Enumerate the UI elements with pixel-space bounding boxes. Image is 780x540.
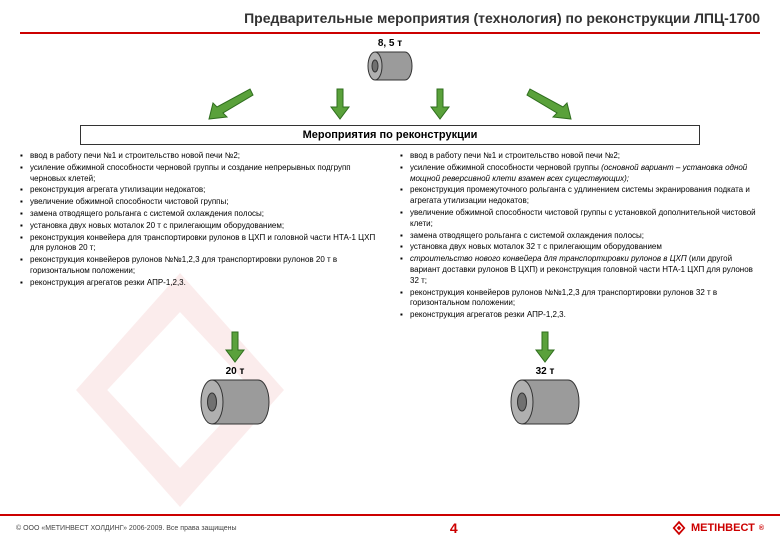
diamond-icon <box>671 520 687 536</box>
bottom-right-label: 32 т <box>536 366 555 377</box>
footer: © ООО «МЕТИНВЕСТ ХОЛДИНГ» 2006-2009. Все… <box>0 514 780 540</box>
columns: ▪ввод в работу печи №1 и строительство н… <box>20 151 760 322</box>
header-divider <box>20 32 760 34</box>
list-item: ▪реконструкция агрегатов резки АПР-1,2,3… <box>400 310 760 321</box>
top-weight-label: 8, 5 т <box>20 38 760 49</box>
page-title: Предварительные мероприятия (технология)… <box>0 0 780 30</box>
right-column: ▪ввод в работу печи №1 и строительство н… <box>400 151 760 322</box>
list-item: ▪ввод в работу печи №1 и строительство н… <box>400 151 760 162</box>
list-item: ▪увеличение обжимной способности чистово… <box>400 208 760 230</box>
list-item: ▪увеличение обжимной способности чистово… <box>20 197 380 208</box>
cylinder-right <box>510 379 580 425</box>
list-item: ▪ввод в работу печи №1 и строительство н… <box>20 151 380 162</box>
footer-logo: МЕТІНВЕСТ ® <box>671 520 764 536</box>
footer-logo-text: МЕТІНВЕСТ <box>691 522 755 534</box>
list-item: ▪реконструкция конвейеров рулонов №№1,2,… <box>20 255 380 277</box>
list-item: ▪установка двух новых моталок 20 т с при… <box>20 221 380 232</box>
bottom-left-label: 20 т <box>226 366 245 377</box>
list-item: ▪реконструкция агрегата утилизации недок… <box>20 185 380 196</box>
top-arrows <box>20 87 760 121</box>
left-column: ▪ввод в работу печи №1 и строительство н… <box>20 151 380 322</box>
cylinder-left <box>200 379 270 425</box>
list-item: ▪установка двух новых моталок 32 т с при… <box>400 242 760 253</box>
top-cylinder <box>20 51 760 81</box>
bottom-cylinders <box>80 379 700 425</box>
list-item: ▪замена отводящего рольганга с системой … <box>400 231 760 242</box>
list-item: ▪реконструкция конвейера для транспортир… <box>20 233 380 255</box>
list-item: ▪реконструкция конвейеров рулонов №№1,2,… <box>400 288 760 310</box>
list-item: ▪замена отводящего рольганга с системой … <box>20 209 380 220</box>
list-item: ▪усиление обжимной способности черновой … <box>400 163 760 185</box>
list-item: ▪реконструкция промежуточного рольганга … <box>400 185 760 207</box>
list-item: ▪строительство нового конвейера для тран… <box>400 254 760 286</box>
list-item: ▪реконструкция агрегатов резки АПР-1,2,3… <box>20 278 380 289</box>
footer-copyright: © ООО «МЕТИНВЕСТ ХОЛДИНГ» 2006-2009. Все… <box>16 525 237 532</box>
bottom-labels: 20 т 32 т <box>80 366 700 377</box>
footer-page-number: 4 <box>450 520 458 536</box>
list-item: ▪усиление обжимной способности черновой … <box>20 163 380 185</box>
bottom-arrows <box>80 330 700 364</box>
section-title: Мероприятия по реконструкции <box>80 125 700 145</box>
